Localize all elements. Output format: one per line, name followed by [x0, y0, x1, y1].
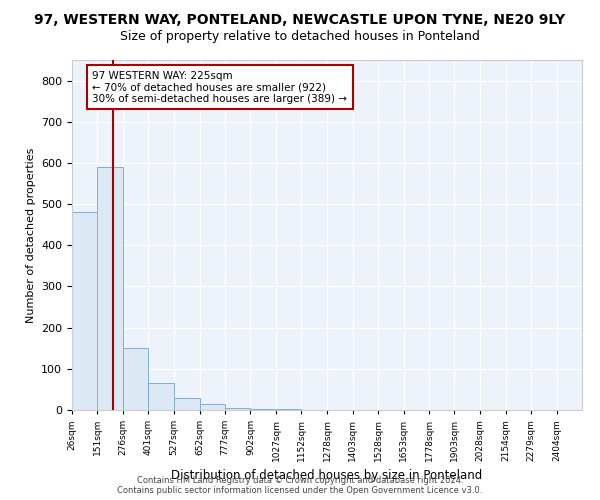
Bar — [123, 348, 148, 410]
X-axis label: Distribution of detached houses by size in Ponteland: Distribution of detached houses by size … — [172, 470, 482, 482]
Text: Contains public sector information licensed under the Open Government Licence v3: Contains public sector information licen… — [118, 486, 482, 495]
Bar — [200, 404, 225, 410]
Text: Size of property relative to detached houses in Ponteland: Size of property relative to detached ho… — [120, 30, 480, 43]
Bar — [148, 383, 174, 410]
Text: Contains HM Land Registry data © Crown copyright and database right 2024.: Contains HM Land Registry data © Crown c… — [137, 476, 463, 485]
Bar — [97, 167, 123, 410]
Text: 97 WESTERN WAY: 225sqm
← 70% of detached houses are smaller (922)
30% of semi-de: 97 WESTERN WAY: 225sqm ← 70% of detached… — [92, 70, 347, 104]
Bar — [225, 408, 250, 410]
Bar — [72, 212, 97, 410]
Text: 97, WESTERN WAY, PONTELAND, NEWCASTLE UPON TYNE, NE20 9LY: 97, WESTERN WAY, PONTELAND, NEWCASTLE UP… — [34, 12, 566, 26]
Bar — [276, 409, 301, 410]
Bar — [250, 409, 276, 410]
Y-axis label: Number of detached properties: Number of detached properties — [26, 148, 35, 322]
Bar — [174, 398, 200, 410]
